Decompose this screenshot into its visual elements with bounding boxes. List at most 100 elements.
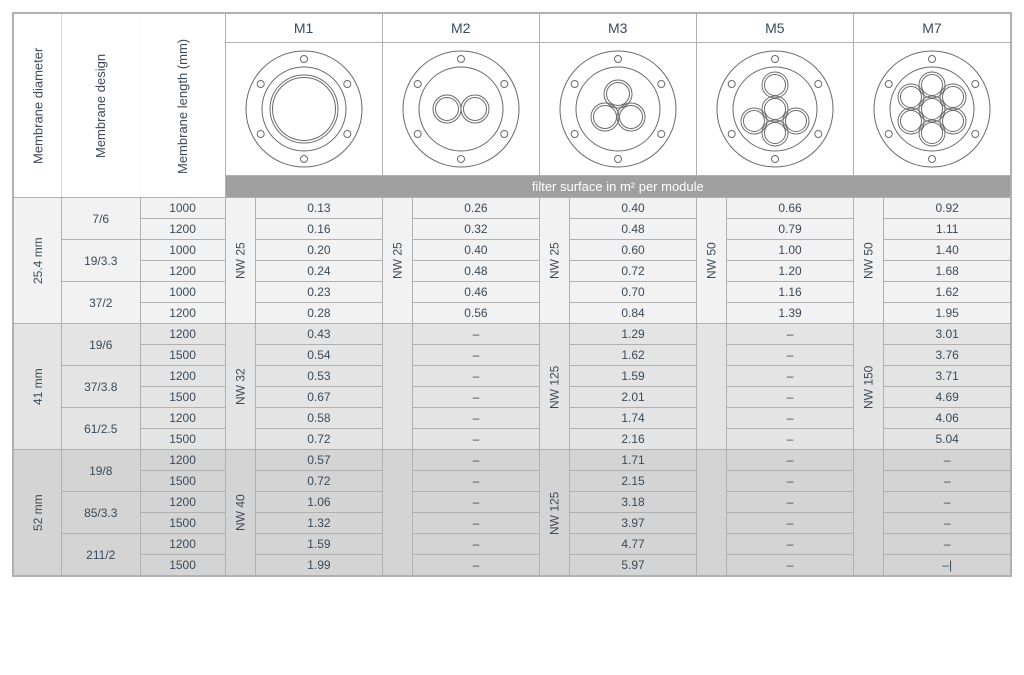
length-cell: 1500 <box>140 345 225 366</box>
value-cell: – <box>413 408 540 429</box>
value-cell: – <box>413 513 540 534</box>
value-cell: 1.95 <box>884 303 1011 324</box>
flange-diagram-M2 <box>382 43 539 176</box>
nw-cell: NW 125 <box>539 450 570 576</box>
length-cell: 1200 <box>140 408 225 429</box>
value-cell: – <box>727 555 854 576</box>
value-cell: 1.62 <box>884 282 1011 303</box>
value-cell: 1.06 <box>256 492 383 513</box>
value-cell: 0.66 <box>727 198 854 219</box>
value-cell: 4.77 <box>570 534 697 555</box>
value-cell: 0.84 <box>570 303 697 324</box>
value-cell: – <box>413 387 540 408</box>
nw-cell <box>696 324 727 450</box>
value-cell: – <box>727 324 854 345</box>
value-cell: 0.70 <box>570 282 697 303</box>
diameter-cell: 52 mm <box>14 450 62 576</box>
value-cell: 3.18 <box>570 492 697 513</box>
value-cell: 4.69 <box>884 387 1011 408</box>
header-length: Membrane length (mm) <box>140 14 225 198</box>
design-cell: 19/6 <box>61 324 140 366</box>
header-diameter: Membrane diameter <box>14 14 62 198</box>
value-cell: 1.40 <box>884 240 1011 261</box>
value-cell: 2.15 <box>570 471 697 492</box>
value-cell: 0.60 <box>570 240 697 261</box>
value-cell: 0.28 <box>256 303 383 324</box>
nw-cell: NW 50 <box>696 198 727 324</box>
value-cell: – <box>727 387 854 408</box>
value-cell: 0.79 <box>727 219 854 240</box>
length-cell: 1200 <box>140 219 225 240</box>
value-cell: 3.97 <box>570 513 697 534</box>
value-cell: 1.11 <box>884 219 1011 240</box>
nw-cell: NW 40 <box>225 450 256 576</box>
value-cell: 0.40 <box>413 240 540 261</box>
diameter-cell: 41 mm <box>14 324 62 450</box>
nw-cell: NW 25 <box>539 198 570 324</box>
value-cell: 4.06 <box>884 408 1011 429</box>
nw-cell: NW 25 <box>225 198 256 324</box>
flange-diagram-M3 <box>539 43 696 176</box>
value-cell: 2.16 <box>570 429 697 450</box>
value-cell: 0.48 <box>570 219 697 240</box>
value-cell: – <box>884 534 1011 555</box>
nw-cell: NW 150 <box>853 324 884 450</box>
design-cell: 7/6 <box>61 198 140 240</box>
value-cell: – <box>413 450 540 471</box>
value-cell: – <box>413 324 540 345</box>
value-cell: 0.67 <box>256 387 383 408</box>
value-cell: – <box>413 534 540 555</box>
value-cell: 1.32 <box>256 513 383 534</box>
value-cell: – <box>884 450 1011 471</box>
length-cell: 1500 <box>140 387 225 408</box>
nw-cell: NW 32 <box>225 324 256 450</box>
value-cell: 0.32 <box>413 219 540 240</box>
value-cell: – <box>727 534 854 555</box>
length-cell: 1000 <box>140 240 225 261</box>
value-cell: 0.46 <box>413 282 540 303</box>
nw-cell <box>853 450 884 576</box>
length-cell: 1000 <box>140 282 225 303</box>
length-cell: 1200 <box>140 366 225 387</box>
value-cell: – <box>884 471 1011 492</box>
value-cell: 0.13 <box>256 198 383 219</box>
value-cell: 1.59 <box>256 534 383 555</box>
length-cell: 1200 <box>140 534 225 555</box>
value-cell: 0.72 <box>256 429 383 450</box>
header-design: Membrane design <box>61 14 140 198</box>
value-cell: 3.76 <box>884 345 1011 366</box>
value-cell: – <box>413 555 540 576</box>
value-cell: 0.57 <box>256 450 383 471</box>
banner-filter-surface: filter surface in m² per module <box>225 176 1010 198</box>
value-cell: 0.48 <box>413 261 540 282</box>
value-cell: 3.71 <box>884 366 1011 387</box>
nw-cell <box>382 324 413 450</box>
length-cell: 1500 <box>140 513 225 534</box>
value-cell: 1.99 <box>256 555 383 576</box>
value-cell: – <box>727 450 854 471</box>
value-cell: 0.40 <box>570 198 697 219</box>
value-cell: 5.97 <box>570 555 697 576</box>
value-cell: – <box>727 366 854 387</box>
length-cell: 1200 <box>140 303 225 324</box>
value-cell: – <box>884 513 1011 534</box>
value-cell: 3.01 <box>884 324 1011 345</box>
value-cell: 1.74 <box>570 408 697 429</box>
value-cell: 1.16 <box>727 282 854 303</box>
design-cell: 85/3.3 <box>61 492 140 534</box>
value-cell: 0.72 <box>256 471 383 492</box>
design-cell: 61/2.5 <box>61 408 140 450</box>
value-cell: – <box>413 366 540 387</box>
value-cell: 5.04 <box>884 429 1011 450</box>
length-cell: 1000 <box>140 198 225 219</box>
length-cell: 1200 <box>140 261 225 282</box>
value-cell: –| <box>884 555 1011 576</box>
value-cell: 0.26 <box>413 198 540 219</box>
value-cell: 0.43 <box>256 324 383 345</box>
flange-diagram-M1 <box>225 43 382 176</box>
flange-diagram-M5 <box>696 43 853 176</box>
value-cell: 0.53 <box>256 366 383 387</box>
module-header-M2: M2 <box>382 14 539 43</box>
nw-cell: NW 125 <box>539 324 570 450</box>
design-cell: 37/3.8 <box>61 366 140 408</box>
